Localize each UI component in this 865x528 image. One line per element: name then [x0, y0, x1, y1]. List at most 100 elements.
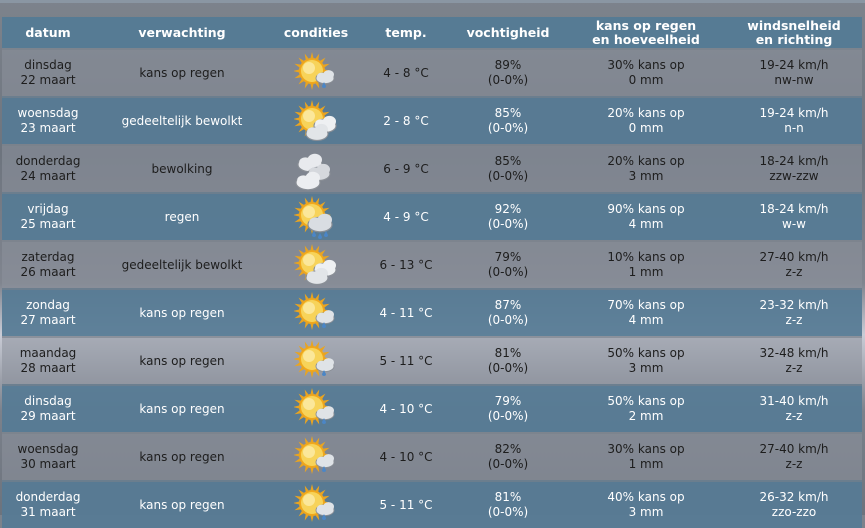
day-name: maandag — [19, 346, 77, 360]
cell-condities — [270, 48, 362, 96]
date: 24 maart — [20, 169, 76, 183]
rain-chance: 50% kans op — [607, 394, 685, 408]
date: 30 maart — [20, 457, 76, 471]
humidity-range: (0-0%) — [487, 457, 529, 471]
date: 25 maart — [20, 217, 76, 231]
cell-datum: dinsdag 22 maart — [2, 48, 94, 96]
wind-speed: 19-24 km/h — [759, 106, 829, 120]
cell-datum: zondag 27 maart — [2, 288, 94, 336]
cell-verwachting: kans op regen — [94, 432, 270, 480]
sun-clouds-icon — [294, 244, 337, 285]
wind-direction: nw-nw — [774, 73, 814, 87]
wind-speed: 18-24 km/h — [759, 154, 829, 168]
cell-condities — [270, 192, 362, 240]
cell-temp: 4 - 11 °C — [362, 288, 450, 336]
rain-chance: 10% kans op — [607, 250, 685, 264]
cell-verwachting: kans op regen — [94, 480, 270, 528]
wind-direction: zzw-zzw — [769, 169, 819, 183]
cell-verwachting: kans op regen — [94, 336, 270, 384]
header-verwachting: verwachting — [94, 17, 270, 48]
humidity: 87% — [494, 298, 522, 312]
humidity: 82% — [494, 442, 522, 456]
header-regen-line2: en hoeveelheid — [592, 31, 700, 47]
sun-cloud-rain-icon — [294, 52, 335, 90]
humidity: 79% — [494, 394, 522, 408]
cell-temp: 4 - 8 °C — [362, 48, 450, 96]
humidity: 81% — [494, 346, 522, 360]
cell-regen: 50% kans op 2 mm — [566, 384, 726, 432]
table-row: woensdag 30 maart kans op regen 4 - 10 °C… — [2, 432, 862, 480]
wind-direction: z-z — [785, 313, 803, 327]
wind-direction: w-w — [782, 217, 806, 231]
humidity-range: (0-0%) — [487, 409, 529, 423]
cell-vochtigheid: 92% (0-0%) — [450, 192, 566, 240]
header-temp: temp. — [362, 17, 450, 48]
cell-datum: vrijdag 25 maart — [2, 192, 94, 240]
cell-temp: 4 - 9 °C — [362, 192, 450, 240]
date: 31 maart — [20, 505, 76, 519]
cell-wind: 26-32 km/h zzo-zzo — [726, 480, 862, 528]
cell-vochtigheid: 87% (0-0%) — [450, 288, 566, 336]
cell-regen: 20% kans op 0 mm — [566, 96, 726, 144]
rain-amount: 1 mm — [628, 265, 664, 279]
sun-cloud-rain-icon — [294, 340, 335, 378]
cell-wind: 18-24 km/h zzw-zzw — [726, 144, 862, 192]
table-row: zondag 27 maart kans op regen 4 - 11 °C 8… — [2, 288, 862, 336]
humidity: 81% — [494, 490, 522, 504]
header-wind-line2: en richting — [755, 31, 833, 47]
sun-cloud-rain-icon — [294, 292, 335, 330]
rain-chance: 30% kans op — [607, 442, 685, 456]
wind-speed: 19-24 km/h — [759, 58, 829, 72]
cell-regen: 70% kans op 4 mm — [566, 288, 726, 336]
header-regen: kans op regen en hoeveelheid — [566, 17, 726, 48]
sun-rain-icon — [294, 196, 333, 239]
cell-datum: woensdag 30 maart — [2, 432, 94, 480]
day-name: dinsdag — [24, 58, 72, 72]
rain-amount: 0 mm — [628, 121, 664, 135]
table-row: zaterdag 26 maart gedeeltelijk bewolkt 6 … — [2, 240, 862, 288]
table-row: dinsdag 22 maart kans op regen 4 - 8 °C 8… — [2, 48, 862, 96]
humidity: 92% — [494, 202, 522, 216]
top-bar — [0, 0, 865, 3]
cell-vochtigheid: 79% (0-0%) — [450, 240, 566, 288]
cell-condities — [270, 96, 362, 144]
rain-chance: 30% kans op — [607, 58, 685, 72]
rain-chance: 50% kans op — [607, 346, 685, 360]
date: 29 maart — [20, 409, 76, 423]
humidity-range: (0-0%) — [487, 169, 529, 183]
day-name: donderdag — [15, 154, 81, 168]
wind-direction: z-z — [785, 457, 803, 471]
table-row: woensdag 23 maart gedeeltelijk bewolkt 2 … — [2, 96, 862, 144]
cell-verwachting: bewolking — [94, 144, 270, 192]
day-name: zaterdag — [21, 250, 75, 264]
rain-chance: 20% kans op — [607, 154, 685, 168]
cell-temp: 6 - 9 °C — [362, 144, 450, 192]
header-datum: datum — [2, 17, 94, 48]
cell-wind: 18-24 km/h w-w — [726, 192, 862, 240]
date: 23 maart — [20, 121, 76, 135]
cell-condities — [270, 240, 362, 288]
sun-cloud-rain-icon — [294, 388, 335, 426]
cell-wind: 19-24 km/h n-n — [726, 96, 862, 144]
cell-wind: 31-40 km/h z-z — [726, 384, 862, 432]
cell-regen: 10% kans op 1 mm — [566, 240, 726, 288]
day-name: dinsdag — [24, 394, 72, 408]
header-vochtigheid: vochtigheid — [450, 17, 566, 48]
date: 27 maart — [20, 313, 76, 327]
cell-wind: 32-48 km/h z-z — [726, 336, 862, 384]
cell-regen: 30% kans op 1 mm — [566, 432, 726, 480]
day-name: donderdag — [15, 490, 81, 504]
wind-speed: 18-24 km/h — [759, 202, 829, 216]
humidity: 89% — [494, 58, 522, 72]
cell-datum: dinsdag 29 maart — [2, 384, 94, 432]
header-wind-line1: windsnelheid — [747, 17, 841, 33]
wind-direction: z-z — [785, 361, 803, 375]
wind-speed: 31-40 km/h — [759, 394, 829, 408]
cell-regen: 50% kans op 3 mm — [566, 336, 726, 384]
wind-speed: 23-32 km/h — [759, 298, 829, 312]
wind-speed: 27-40 km/h — [759, 250, 829, 264]
cell-wind: 23-32 km/h z-z — [726, 288, 862, 336]
humidity-range: (0-0%) — [487, 265, 529, 279]
cell-vochtigheid: 81% (0-0%) — [450, 336, 566, 384]
wind-speed: 32-48 km/h — [759, 346, 829, 360]
